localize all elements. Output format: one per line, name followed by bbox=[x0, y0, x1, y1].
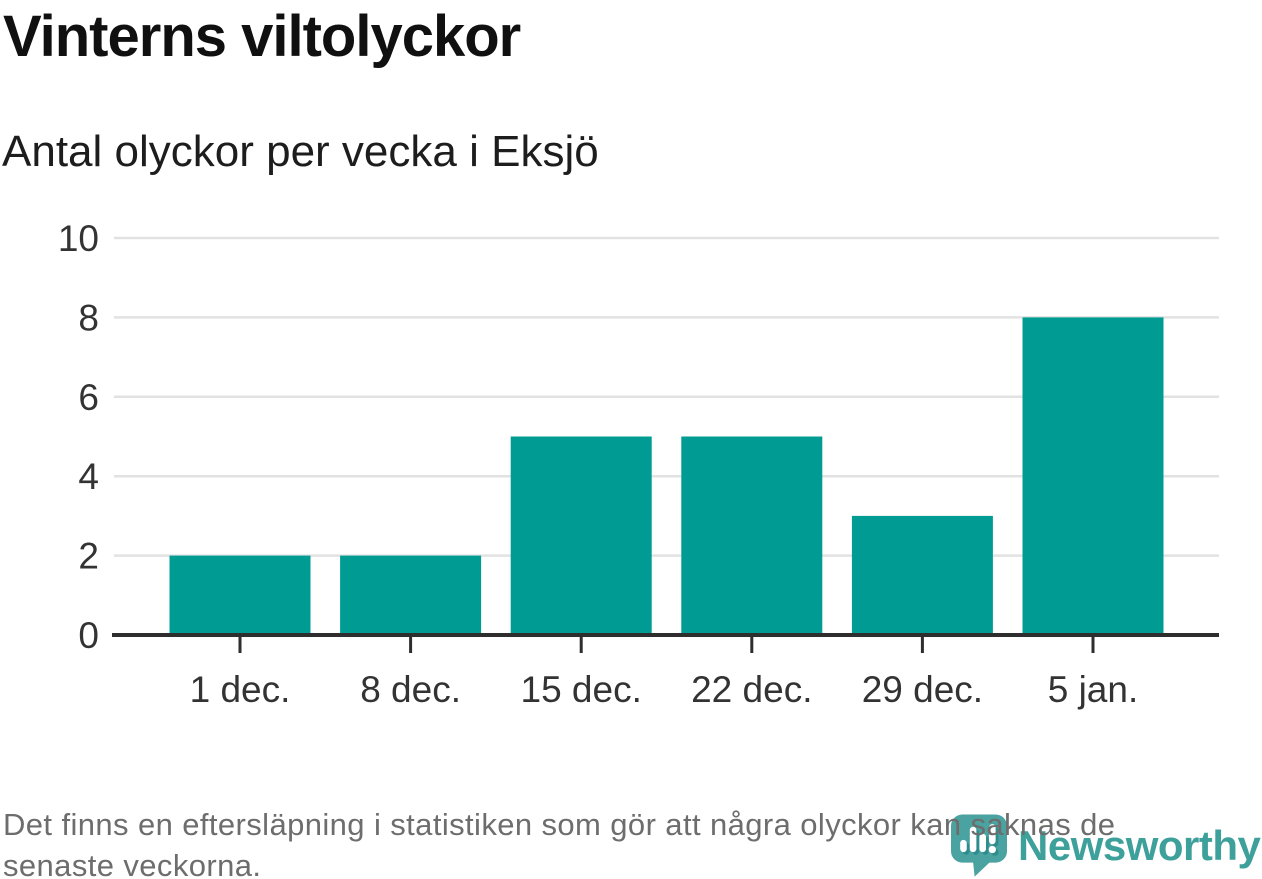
x-tick-label: 15 dec. bbox=[521, 669, 642, 710]
y-tick-label: 6 bbox=[78, 377, 99, 418]
bar-29dec bbox=[851, 515, 993, 635]
x-tick-label: 5 jan. bbox=[1048, 669, 1139, 710]
newsworthy-speech-bubble-chart-icon bbox=[951, 814, 1007, 877]
x-tick-label: 22 dec. bbox=[691, 669, 812, 710]
footnote: Det finns en eftersläpning i statistiken… bbox=[3, 804, 1115, 879]
x-tick-label: 29 dec. bbox=[862, 669, 983, 710]
icon-bar-chart-glyph bbox=[960, 826, 986, 853]
bar-8dec bbox=[340, 555, 482, 635]
footnote-line-1: Det finns en eftersläpning i statistiken… bbox=[3, 807, 1116, 842]
speech-bubble-tail bbox=[972, 860, 993, 877]
x-tick-label: 1 dec. bbox=[190, 669, 291, 710]
bar-chart: 1 dec. 8 dec. 15 dec. 22 dec. 29 dec. 5 jan. 0… bbox=[0, 205, 1262, 715]
footnote-line-2: senaste veckorna. bbox=[3, 848, 262, 879]
newsworthy-wordmark: Newsworthy bbox=[1018, 822, 1261, 869]
bar-15dec bbox=[510, 436, 652, 635]
chart-subtitle: Antal olyckor per vecka i Eksjö bbox=[2, 127, 599, 176]
y-tick-label: 0 bbox=[78, 615, 99, 656]
y-tick-label: 10 bbox=[58, 218, 99, 259]
y-tick-label: 8 bbox=[78, 297, 99, 338]
chart-title: Vinterns viltolyckor bbox=[3, 4, 521, 69]
x-tick-label: 8 dec. bbox=[360, 669, 461, 710]
newsworthy-logo: Newsworthy bbox=[951, 814, 1261, 878]
y-tick-label: 2 bbox=[78, 536, 99, 577]
y-tick-label: 4 bbox=[78, 456, 99, 497]
bar-5jan bbox=[1022, 317, 1164, 635]
bar-1dec bbox=[169, 555, 311, 635]
bar-22dec bbox=[681, 436, 823, 635]
icon-exclamation-glyph bbox=[988, 824, 996, 854]
